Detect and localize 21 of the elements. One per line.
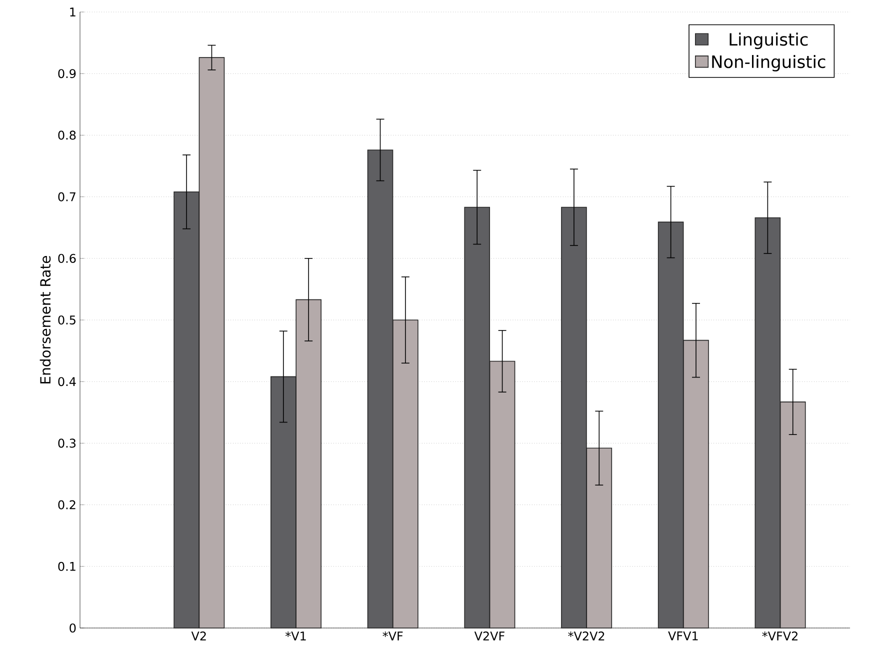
x-tick-label: *VFV2 bbox=[762, 632, 798, 640]
legend-label: Non-linguistic bbox=[712, 55, 826, 72]
y-tick-label: 0.7 bbox=[58, 192, 76, 202]
y-tick-label: 0.1 bbox=[58, 562, 76, 571]
y-tick-label: 0.3 bbox=[58, 438, 76, 448]
x-tick-label: VFV1 bbox=[668, 632, 698, 640]
x-tick-label: *V2V2 bbox=[568, 632, 604, 640]
y-tick-label: 0.2 bbox=[58, 500, 76, 510]
y-tick-label: 1 bbox=[70, 8, 76, 16]
legend-label: Linguistic bbox=[730, 32, 808, 50]
y-tick-label: 0.8 bbox=[58, 130, 76, 140]
y-tick-label: 0.6 bbox=[58, 254, 76, 263]
x-tick-label: V2 bbox=[191, 632, 206, 640]
x-tick-label: *VF bbox=[382, 632, 403, 640]
x-tick-label: *V1 bbox=[285, 632, 306, 640]
y-tick-label: 0.4 bbox=[58, 377, 76, 386]
y-axis-title: Endorsement Rate bbox=[40, 256, 51, 384]
y-tick-label: 0.9 bbox=[58, 69, 76, 78]
x-tick-label: V2VF bbox=[474, 632, 504, 640]
y-tick-label: 0 bbox=[70, 623, 76, 633]
y-tick-label: 0.5 bbox=[58, 315, 76, 325]
